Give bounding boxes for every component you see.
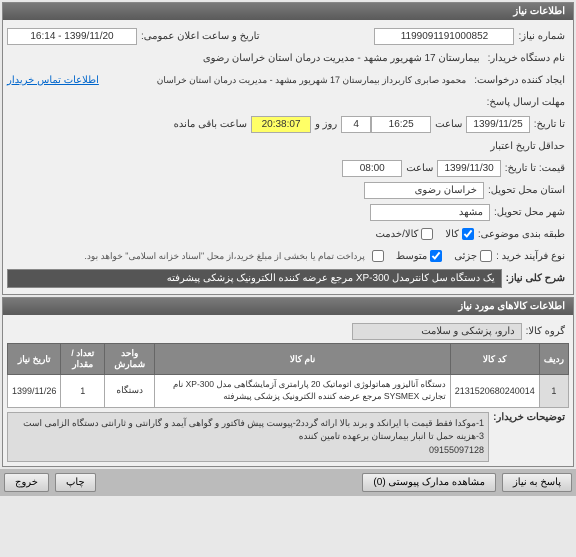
city-label: شهر محل تحویل: (490, 207, 569, 218)
credit-time: 08:00 (342, 160, 402, 177)
creator-label: ایجاد کننده درخواست: (470, 75, 569, 86)
panel2-header: اطلاعات کالاهای مورد نیاز (3, 298, 573, 315)
col-code: کد کالا (450, 344, 539, 375)
r1-no: 1 (539, 375, 568, 408)
group-label: گروه کالا: (522, 326, 569, 337)
creator: محمود صابری کاربرداز بیمارستان 17 شهریور… (153, 75, 471, 86)
col-unit: واحد شمارش (105, 344, 155, 375)
chk-service[interactable] (421, 228, 433, 240)
credit-label: حداقل تاریخ اعتبار (486, 141, 569, 152)
col-name: نام کالا (155, 344, 450, 375)
buyer-device-label: نام دستگاه خریدار: (484, 53, 569, 64)
chk-goods-label: کالا (445, 229, 459, 240)
general-title: یک دستگاه سل کانترمدل XP-300 مرجع عرضه ک… (7, 269, 502, 288)
reply-button[interactable]: پاسخ به نیاز (502, 473, 572, 492)
footer: پاسخ به نیاز مشاهده مدارک پیوستی (0) چاپ… (0, 469, 576, 496)
col-qty: تعداد / مقدار (61, 344, 105, 375)
r1-qty: 1 (61, 375, 105, 408)
panel2-body: گروه کالا: دارو، پزشکی و سلامت ردیف کد ک… (3, 315, 573, 466)
deadline-date: 1399/11/25 (466, 116, 529, 133)
chk-small[interactable] (480, 250, 492, 262)
remaining: ساعت باقی مانده (170, 119, 251, 130)
province: خراسان رضوی (364, 182, 484, 199)
panel1-header: اطلاعات نیاز (3, 3, 573, 20)
deadline-time-label: ساعت (431, 119, 466, 130)
days: 4 (341, 116, 371, 133)
general-title-label: شرح کلی نیاز: (502, 273, 569, 284)
goods-table: ردیف کد کالا نام کالا واحد شمارش تعداد /… (7, 343, 569, 408)
chk-medium-label: متوسط (396, 251, 427, 262)
print-button[interactable]: چاپ (55, 473, 96, 492)
pay-note: پرداخت تمام یا بخشی از مبلغ خرید،از محل … (84, 251, 368, 262)
buyer-contact-link[interactable]: اطلاعات تماس خریدار (7, 75, 99, 86)
city: مشهد (370, 204, 490, 221)
group: دارو، پزشکی و سلامت (352, 323, 522, 340)
chk-service-label: کالا/خدمت (375, 229, 418, 240)
exit-button[interactable]: خروج (4, 473, 49, 492)
until-date-label: تا تاریخ: (530, 119, 569, 130)
table-row: 1 2131520680240014 دستگاه آنالیزور هماتو… (8, 375, 569, 408)
budget-label: طبقه بندی موضوعی: (474, 229, 569, 240)
days-label: روز و (311, 119, 341, 130)
request-no-label: شماره نیاز: (514, 31, 569, 42)
panel1-body: شماره نیاز: 1199091191000852 تاریخ و ساع… (3, 20, 573, 294)
need-info-panel: اطلاعات نیاز شماره نیاز: 119909119100085… (2, 2, 574, 295)
deadline-time: 16:25 (371, 116, 431, 133)
col-row: ردیف (539, 344, 568, 375)
desc-content: 1-موکدا فقط قیمت با ایرانکد و برند بالا … (7, 412, 489, 463)
chk-goods[interactable] (462, 228, 474, 240)
goods-panel: اطلاعات کالاهای مورد نیاز گروه کالا: دار… (2, 297, 574, 467)
credit-date: 1399/11/30 (437, 160, 500, 177)
countdown: 20:38:07 (251, 116, 311, 133)
announce-label: تاریخ و ساعت اعلان عمومی: (137, 31, 264, 42)
credit-time-label: ساعت (402, 163, 437, 174)
r1-unit: دستگاه (105, 375, 155, 408)
province-label: استان محل تحویل: (484, 185, 569, 196)
r1-date: 1399/11/26 (8, 375, 61, 408)
announce: 1399/11/20 - 16:14 (7, 28, 137, 45)
deadline-label: مهلت ارسال پاسخ: (483, 97, 569, 108)
credit-label2: قیمت: تا تاریخ: (501, 163, 569, 174)
chk-medium[interactable] (430, 250, 442, 262)
r1-name: دستگاه آنالیزور هماتولوژی اتوماتیک 20 پا… (155, 375, 450, 408)
desc-label: توضیحات خریدار: (489, 412, 569, 423)
request-no: 1199091191000852 (374, 28, 514, 45)
buyer-device: بیمارستان 17 شهریور مشهد - مدیریت درمان … (7, 53, 484, 64)
attach-button[interactable]: مشاهده مدارک پیوستی (0) (362, 473, 496, 492)
process-label: نوع فرآیند خرید : (492, 251, 569, 262)
chk-pay[interactable] (372, 250, 384, 262)
chk-small-label: جزئی (454, 251, 477, 262)
col-date: تاریخ نیاز (8, 344, 61, 375)
r1-code: 2131520680240014 (450, 375, 539, 408)
